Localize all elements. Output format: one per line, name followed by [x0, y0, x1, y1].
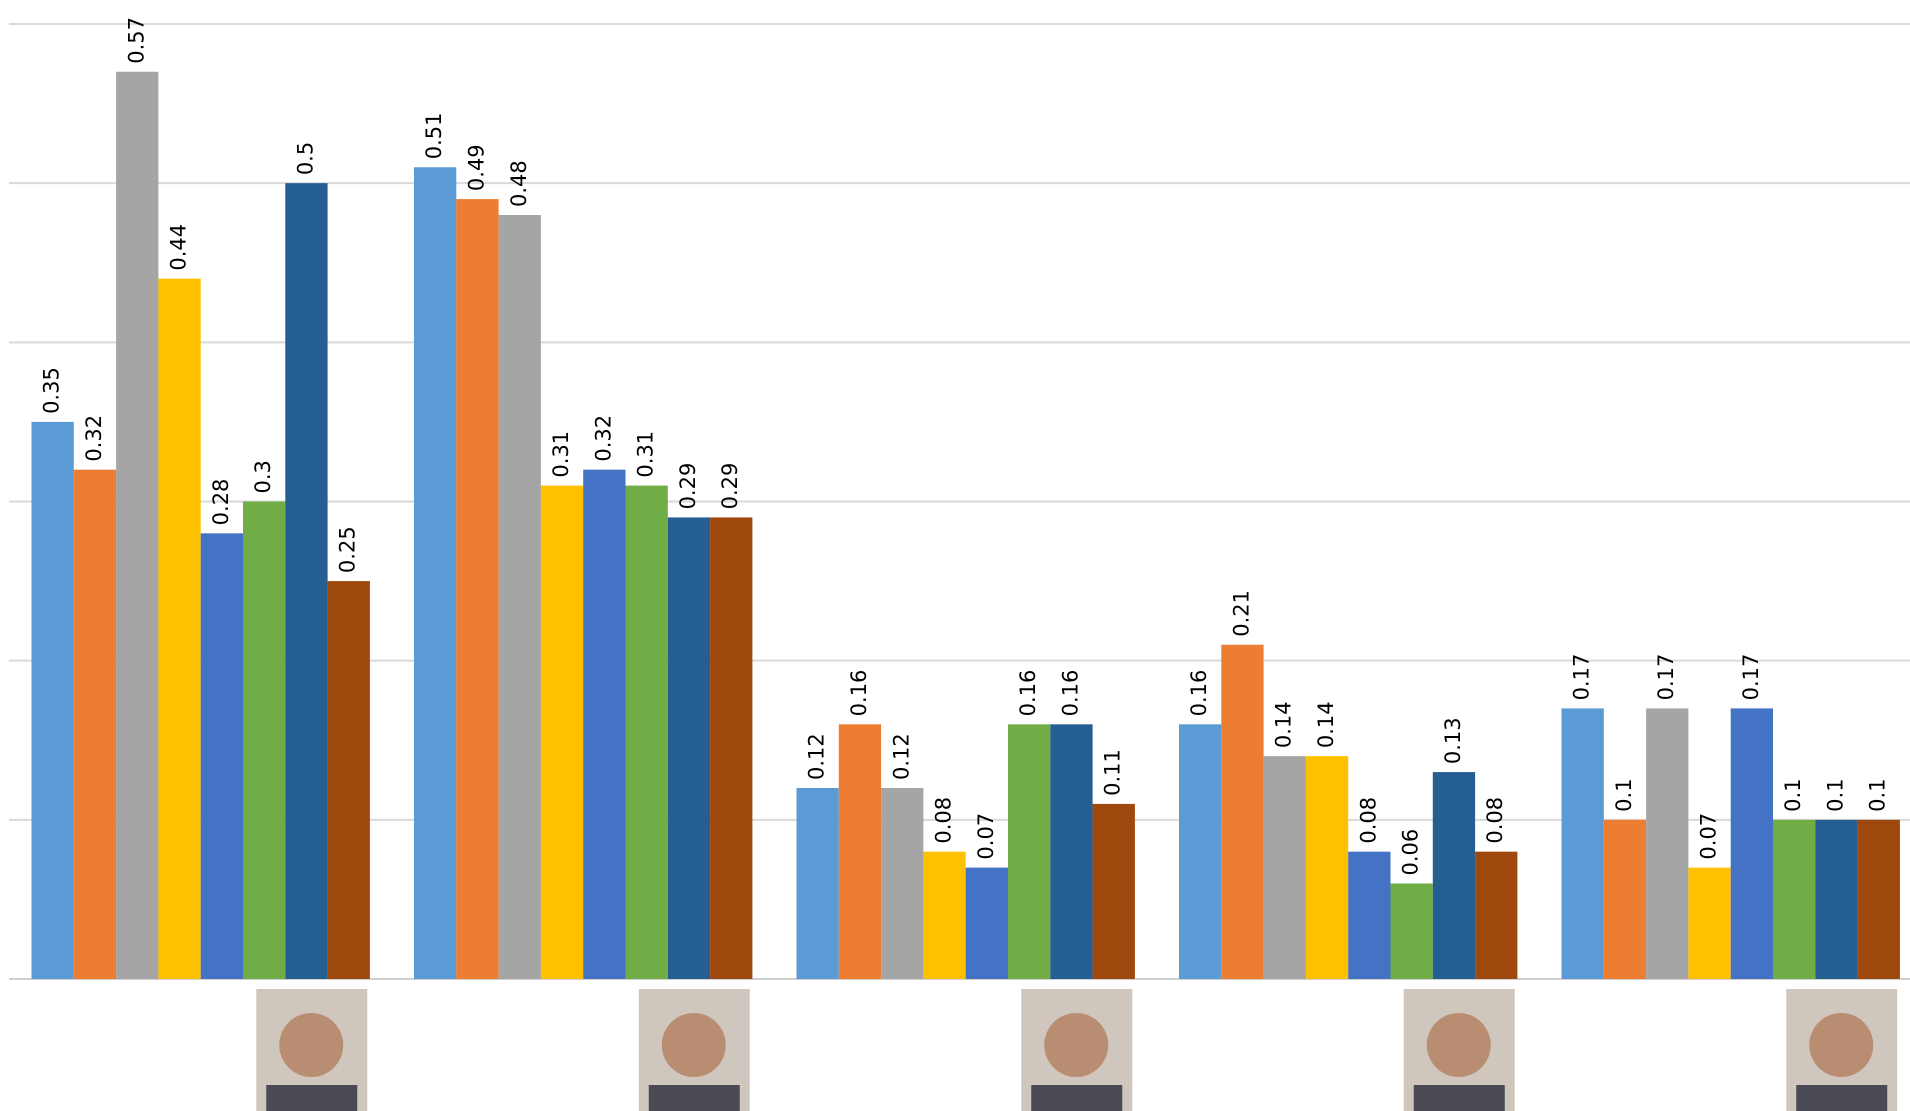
bar — [31, 421, 74, 980]
bar — [1390, 883, 1433, 979]
bar — [116, 71, 159, 979]
data-label: 0.25 — [336, 526, 360, 573]
data-label: 0.14 — [1272, 701, 1296, 748]
bar — [73, 469, 117, 979]
bar — [498, 215, 541, 979]
data-label: 0.49 — [464, 144, 488, 191]
photo-head — [1426, 1013, 1491, 1077]
data-label: 0.1 — [1612, 778, 1636, 811]
bar — [881, 788, 924, 979]
bar — [583, 469, 626, 979]
photo-head — [279, 1013, 344, 1077]
photo-body — [1413, 1085, 1505, 1111]
bar — [200, 533, 243, 979]
data-label: 0.44 — [167, 224, 191, 271]
data-label: 0.1 — [1823, 778, 1847, 811]
data-label: 0.35 — [40, 367, 64, 414]
data-label: 0.12 — [889, 733, 913, 780]
bar — [1348, 851, 1391, 979]
bar — [158, 278, 201, 980]
bar — [1603, 819, 1647, 979]
bar — [1857, 819, 1900, 979]
data-label: 0.12 — [805, 733, 829, 780]
bar — [327, 581, 370, 979]
bar — [1730, 708, 1773, 979]
data-label: 0.11 — [1101, 749, 1125, 796]
data-label: 0.16 — [847, 670, 871, 717]
bar — [1432, 772, 1476, 979]
data-label: 0.1 — [1866, 778, 1890, 811]
bar — [1092, 803, 1135, 979]
bar — [1475, 851, 1518, 979]
bar — [1646, 708, 1689, 979]
data-label: 0.14 — [1314, 701, 1338, 748]
data-label: 0.16 — [1187, 670, 1211, 717]
bar — [710, 517, 753, 979]
bar — [456, 199, 499, 980]
data-label: 0.32 — [82, 415, 106, 462]
data-label: 0.29 — [676, 463, 700, 510]
data-label: 0.17 — [1654, 654, 1678, 701]
bar — [540, 485, 584, 979]
photo-body — [1031, 1085, 1123, 1111]
data-label: 0.07 — [974, 813, 998, 860]
bar — [923, 851, 966, 979]
photo-head — [1044, 1013, 1109, 1077]
data-label: 0.16 — [1016, 670, 1040, 717]
data-label: 0.06 — [1399, 829, 1423, 876]
bar — [1773, 819, 1816, 979]
bar — [414, 167, 457, 979]
bar — [243, 501, 286, 979]
bar — [1561, 708, 1604, 979]
bar — [796, 788, 839, 979]
data-label: 0.57 — [124, 17, 148, 64]
data-label: 0.1 — [1781, 778, 1805, 811]
data-label: 0.51 — [422, 112, 446, 159]
bar — [285, 183, 328, 979]
bar — [838, 724, 882, 979]
data-label: 0.32 — [591, 415, 615, 462]
photo-body — [1796, 1085, 1888, 1111]
data-label: 0.07 — [1697, 813, 1721, 860]
data-label: 0.13 — [1441, 717, 1465, 764]
bar — [667, 517, 711, 979]
bar — [1305, 756, 1349, 979]
photo-head — [1809, 1013, 1874, 1077]
data-label: 0.5 — [293, 142, 317, 175]
bar — [1221, 644, 1264, 979]
data-label: 0.29 — [718, 463, 742, 510]
bar — [625, 485, 668, 979]
data-label: 0.17 — [1570, 654, 1594, 701]
data-label: 0.3 — [251, 460, 275, 493]
bar — [1008, 724, 1051, 979]
data-label: 0.28 — [209, 479, 233, 526]
data-label: 0.08 — [1483, 797, 1507, 844]
data-label: 0.31 — [634, 431, 658, 478]
bar — [965, 867, 1008, 979]
data-label: 0.17 — [1739, 654, 1763, 701]
photo-body — [266, 1085, 358, 1111]
photo-body — [648, 1085, 740, 1111]
bar — [1050, 724, 1093, 979]
bar — [1815, 819, 1858, 979]
bar — [1688, 867, 1731, 979]
data-label: 0.08 — [932, 797, 956, 844]
data-label: 0.48 — [507, 160, 531, 207]
bar — [1179, 724, 1222, 979]
data-label: 0.16 — [1058, 670, 1082, 717]
photos — [256, 989, 1898, 1111]
photo-head — [661, 1013, 726, 1077]
bar — [1263, 756, 1306, 979]
data-label: 0.31 — [549, 431, 573, 478]
data-label: 0.08 — [1356, 797, 1380, 844]
data-label: 0.21 — [1229, 590, 1253, 637]
